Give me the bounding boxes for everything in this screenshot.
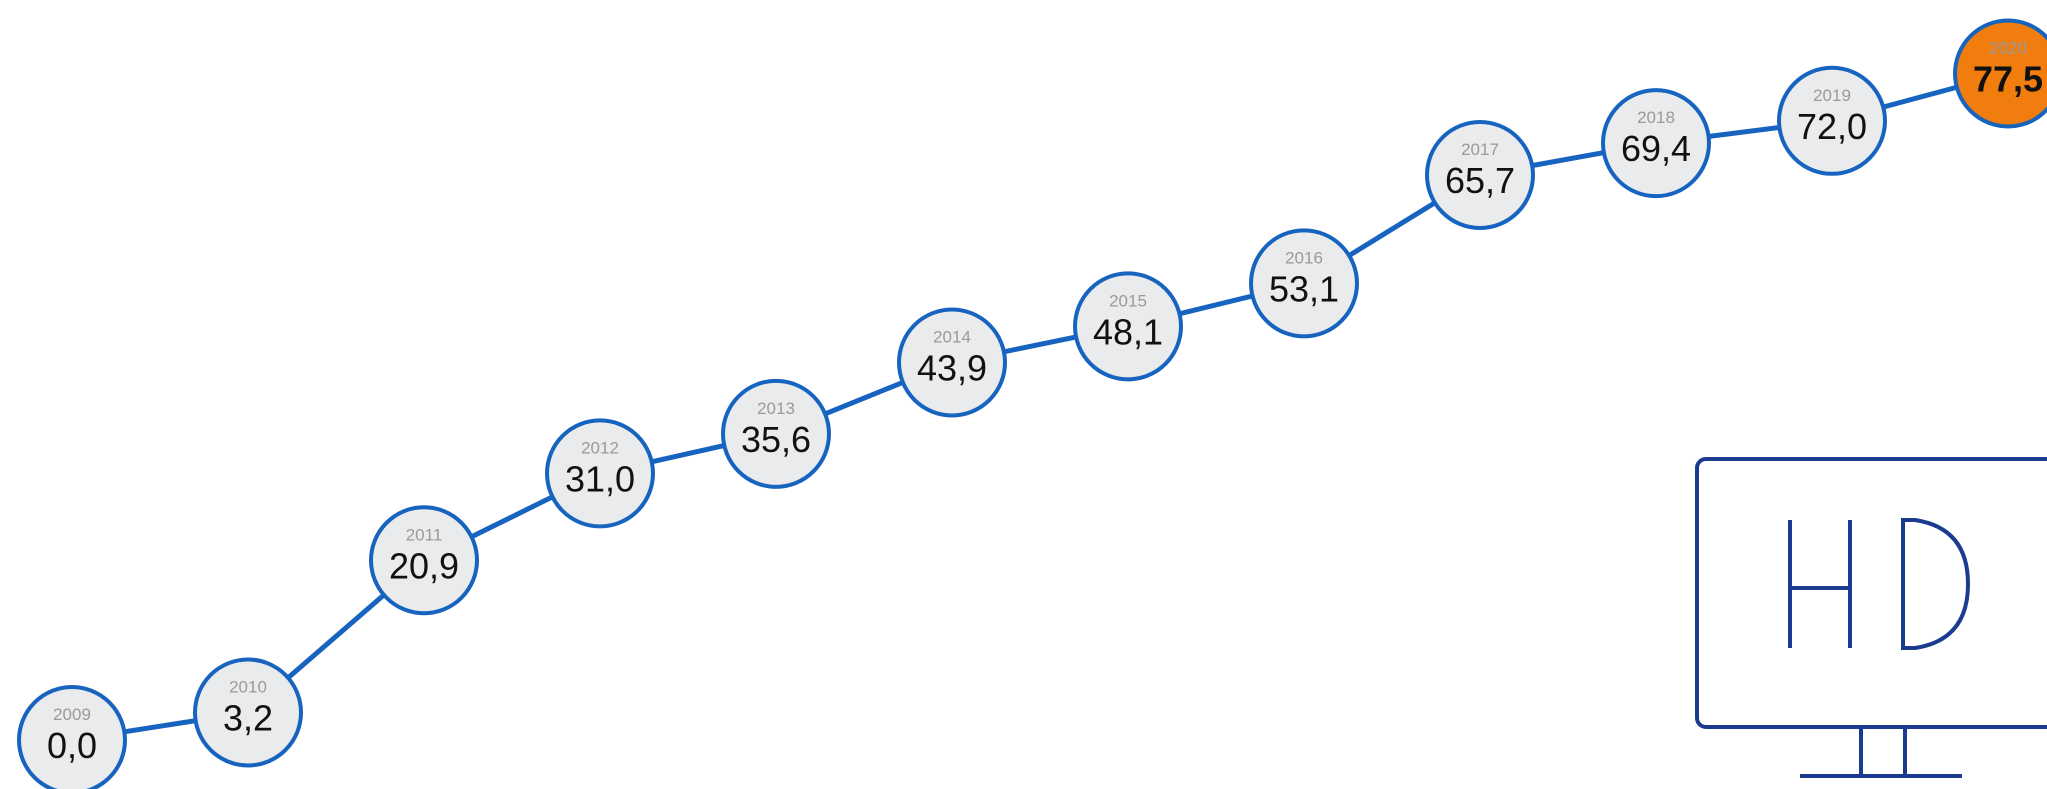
data-label: 69,4 <box>1621 128 1691 169</box>
x-tick-label: 2016 <box>1285 248 1323 267</box>
data-label: 20,9 <box>389 545 459 586</box>
x-tick-label: 2019 <box>1813 86 1851 105</box>
x-tick-label: 2018 <box>1637 108 1675 127</box>
data-point-marker <box>1425 119 1535 230</box>
monitor-screen <box>1695 457 2047 729</box>
data-point-marker <box>545 418 655 529</box>
data-point-marker <box>1601 88 1711 199</box>
data-label: 35,6 <box>741 419 811 460</box>
data-label: 53,1 <box>1269 268 1339 309</box>
data-point-marker <box>1249 228 1359 339</box>
data-label: 72,0 <box>1797 106 1867 147</box>
series-line-layer <box>69 71 2011 743</box>
data-label: 65,7 <box>1445 160 1515 201</box>
data-point-marker <box>1953 18 2047 129</box>
data-label: 43,9 <box>917 347 987 388</box>
data-label: 31,0 <box>565 458 635 499</box>
x-tick-label: 2013 <box>757 399 795 418</box>
hd-letter-d <box>1901 518 1971 650</box>
data-label: 77,5 <box>1973 59 2043 100</box>
x-tick-label: 2010 <box>229 677 267 696</box>
data-points-layer: 20090,020103,2201120,9201231,0201335,620… <box>17 18 2047 789</box>
x-tick-label: 2020 <box>1989 39 2027 58</box>
data-point-marker <box>897 307 1007 418</box>
data-label: 3,2 <box>223 697 273 738</box>
x-tick-label: 2014 <box>933 327 971 346</box>
data-point-marker <box>721 378 831 489</box>
x-tick-label: 2009 <box>53 705 91 724</box>
data-point-marker <box>17 685 127 789</box>
data-point-marker <box>1073 271 1183 382</box>
x-tick-label: 2017 <box>1461 140 1499 159</box>
data-label: 0,0 <box>47 725 97 766</box>
series-line <box>69 71 2011 743</box>
data-point-marker <box>193 657 303 768</box>
data-point-marker <box>369 505 479 616</box>
x-tick-label: 2015 <box>1109 291 1147 310</box>
data-label: 48,1 <box>1093 311 1163 352</box>
x-tick-label: 2011 <box>406 525 443 544</box>
x-tick-label: 2012 <box>581 438 619 457</box>
data-point-marker <box>1777 65 1887 176</box>
